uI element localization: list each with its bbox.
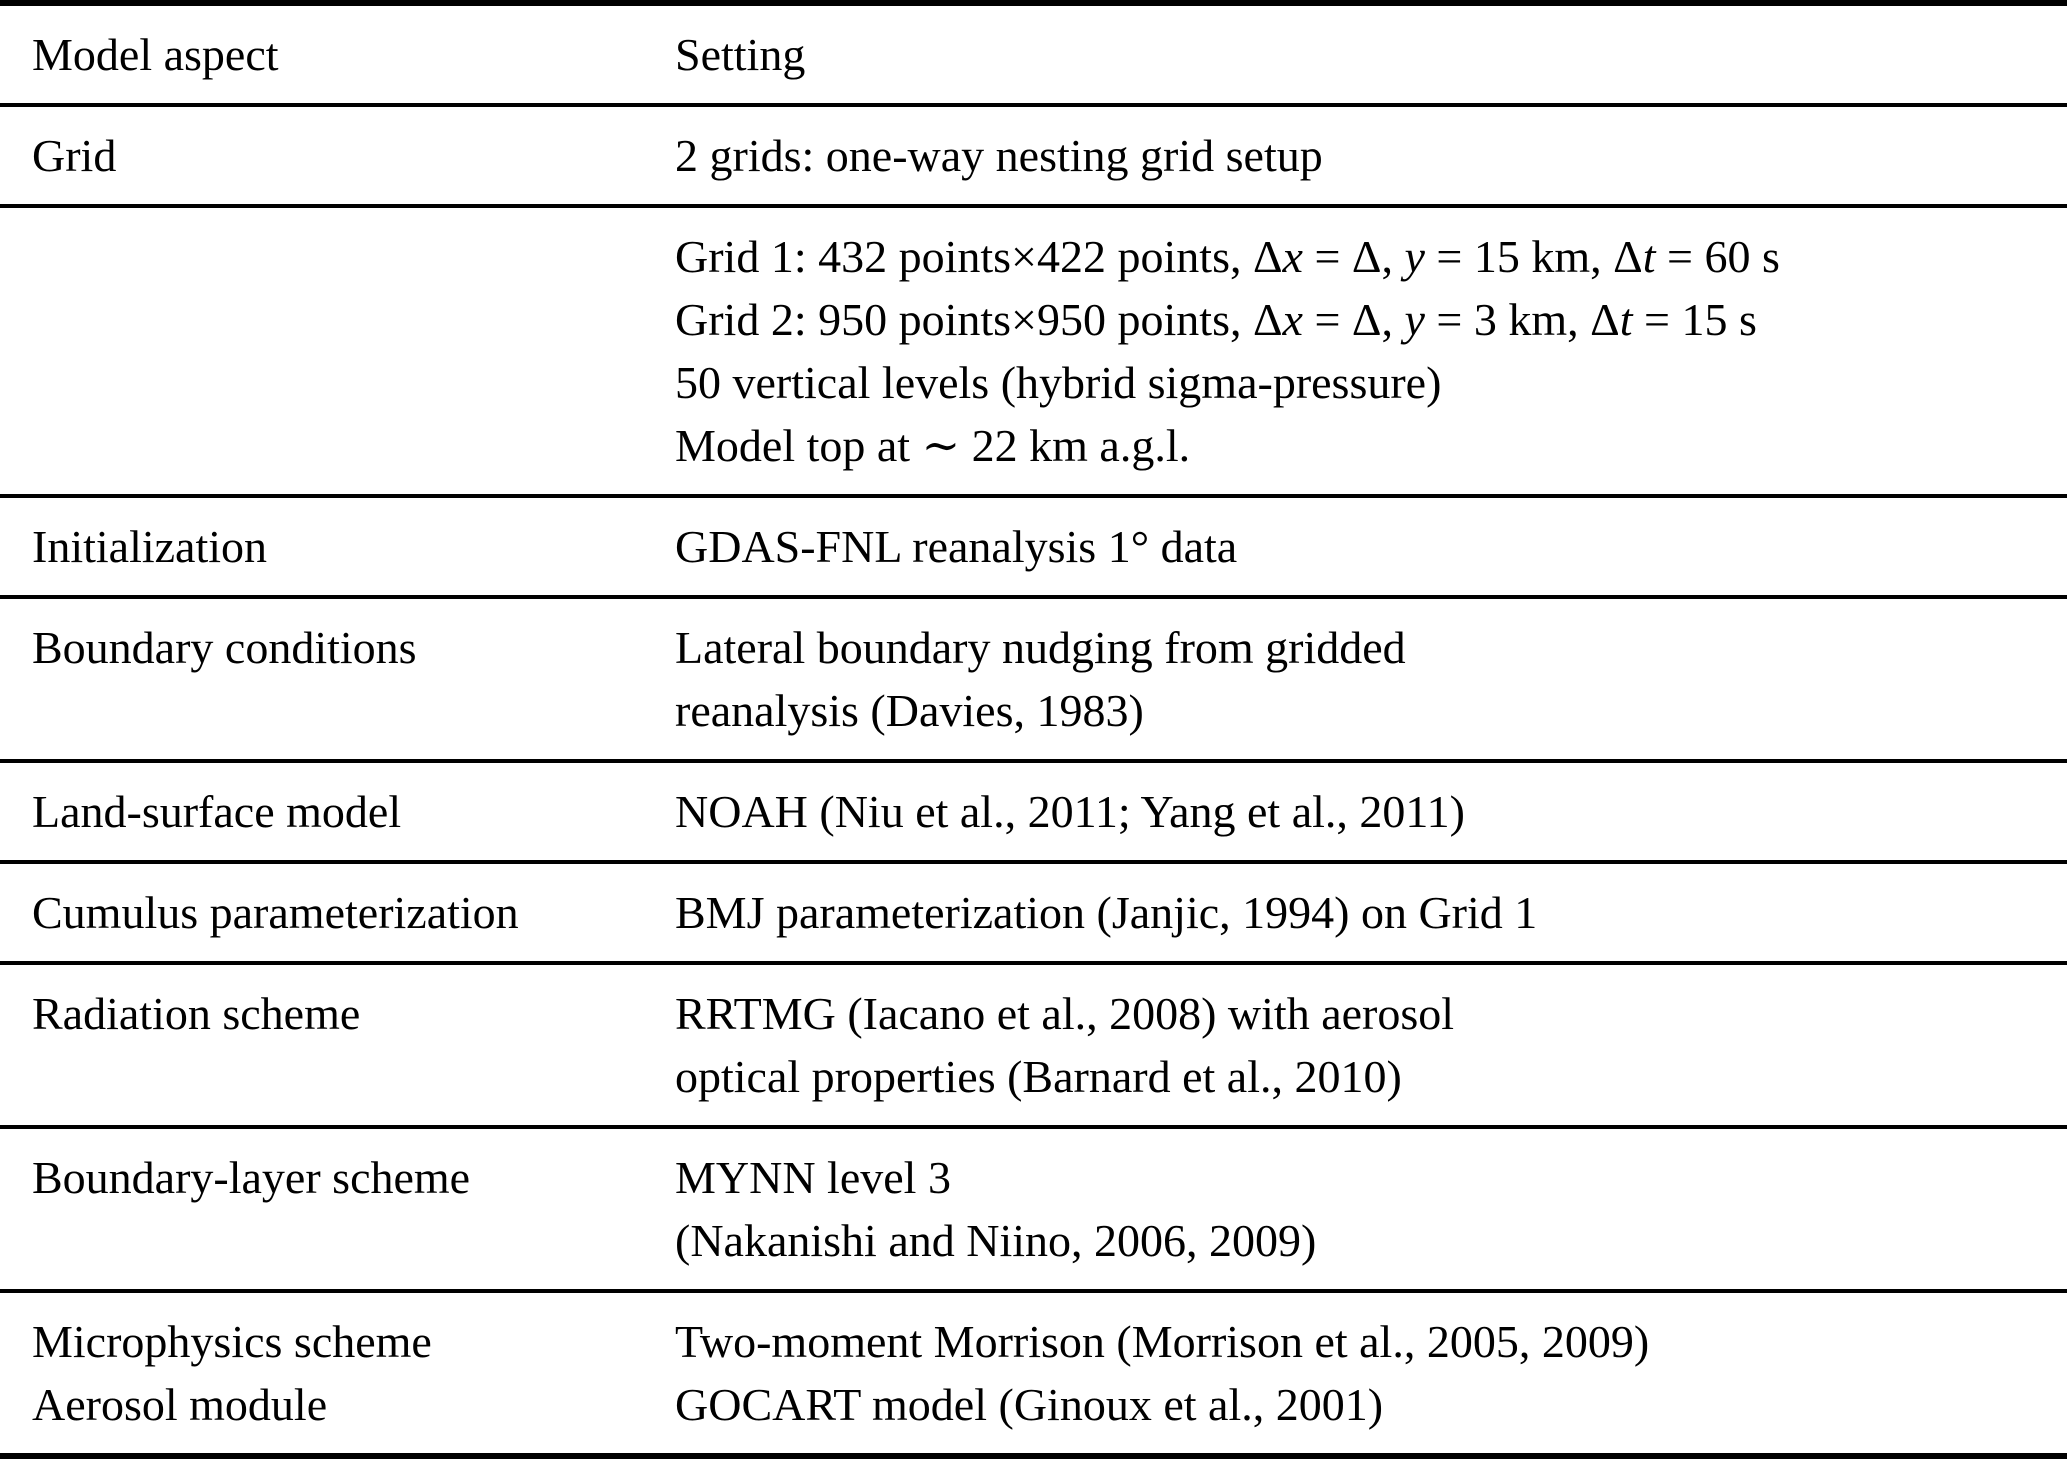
text-run: = 60 s bbox=[1655, 231, 1780, 282]
text-run: Microphysics scheme bbox=[32, 1316, 432, 1367]
text-line: Boundary-layer scheme bbox=[32, 1146, 675, 1209]
table-row: Grid 1: 432 points×422 points, Δx = Δ, y… bbox=[0, 206, 2067, 498]
table-row: Land-surface model NOAH (Niu et al., 2011… bbox=[0, 761, 2067, 864]
text-run: Lateral boundary nudging from gridded bbox=[675, 622, 1406, 673]
text-run: NOAH (Niu et al., 2011; Yang et al., 201… bbox=[675, 786, 1465, 837]
text-run: Two-moment Morrison (Morrison et al., 20… bbox=[675, 1316, 1650, 1367]
text-run: 2 grids: one-way nesting grid setup bbox=[675, 130, 1323, 181]
text-line: Cumulus parameterization bbox=[32, 881, 675, 944]
text-line: Two-moment Morrison (Morrison et al., 20… bbox=[675, 1310, 2067, 1373]
table-header: Model aspect Setting bbox=[0, 3, 2067, 107]
text-run: Boundary-layer scheme bbox=[32, 1152, 471, 1203]
text-run: Cumulus parameterization bbox=[32, 887, 519, 938]
text-line: (Nakanishi and Niino, 2006, 2009) bbox=[675, 1209, 2067, 1272]
text-run: = Δ, bbox=[1302, 294, 1405, 345]
text-run: BMJ parameterization (Janjic, 1994) on G… bbox=[675, 887, 1538, 938]
text-line: GDAS-FNL reanalysis 1° data bbox=[675, 515, 2067, 578]
text-line: NOAH (Niu et al., 2011; Yang et al., 201… bbox=[675, 780, 2067, 843]
table-row: Grid 2 grids: one-way nesting grid setup bbox=[0, 105, 2067, 208]
text-run: = 3 km, Δ bbox=[1424, 294, 1620, 345]
table-row: Cumulus parameterization BMJ parameteriza… bbox=[0, 862, 2067, 965]
table-body: Grid 2 grids: one-way nesting grid setup G… bbox=[0, 105, 2067, 1458]
text-run: x bbox=[1282, 294, 1303, 345]
text-run: y bbox=[1404, 231, 1425, 282]
aspect-cell: Microphysics scheme Aerosol module bbox=[0, 1291, 675, 1458]
text-run: GOCART model (Ginoux et al., 2001) bbox=[675, 1379, 1384, 1430]
text-line: GOCART model (Ginoux et al., 2001) bbox=[675, 1373, 2067, 1436]
column-header-setting: Setting bbox=[675, 3, 2067, 107]
aspect-cell: Boundary-layer scheme bbox=[0, 1127, 675, 1293]
setting-cell: NOAH (Niu et al., 2011; Yang et al., 201… bbox=[675, 761, 2067, 864]
text-run: = Δ, bbox=[1302, 231, 1405, 282]
text-run: t bbox=[1619, 294, 1633, 345]
text-line: Lateral boundary nudging from gridded bbox=[675, 616, 2067, 679]
text-run: t bbox=[1642, 231, 1656, 282]
setting-cell: BMJ parameterization (Janjic, 1994) on G… bbox=[675, 862, 2067, 965]
setting-cell: Grid 1: 432 points×422 points, Δx = Δ, y… bbox=[675, 206, 2067, 498]
text-run: Initialization bbox=[32, 521, 268, 572]
table-row: Boundary-layer scheme MYNN level 3 (Nakani… bbox=[0, 1127, 2067, 1293]
aspect-cell: Grid bbox=[0, 105, 675, 208]
text-run: Land-surface model bbox=[32, 786, 402, 837]
text-run: Boundary conditions bbox=[32, 622, 417, 673]
setting-cell: MYNN level 3 (Nakanishi and Niino, 2006, … bbox=[675, 1127, 2067, 1293]
aspect-cell: Initialization bbox=[0, 496, 675, 599]
setting-cell: Lateral boundary nudging from gridded rea… bbox=[675, 597, 2067, 763]
table-row: Initialization GDAS-FNL reanalysis 1° dat… bbox=[0, 496, 2067, 599]
text-run: Radiation scheme bbox=[32, 988, 361, 1039]
text-run: = 15 km, Δ bbox=[1424, 231, 1643, 282]
text-line: Land-surface model bbox=[32, 780, 675, 843]
text-run: 50 vertical levels (hybrid sigma-pressur… bbox=[675, 357, 1442, 408]
text-run: reanalysis (Davies, 1983) bbox=[675, 685, 1144, 736]
header-row: Model aspect Setting bbox=[0, 3, 2067, 107]
text-line: reanalysis (Davies, 1983) bbox=[675, 679, 2067, 742]
text-run: (Nakanishi and Niino, 2006, 2009) bbox=[675, 1215, 1317, 1266]
text-run: x bbox=[1282, 231, 1303, 282]
table-row: Boundary conditions Lateral boundary nudg… bbox=[0, 597, 2067, 763]
column-header-model-aspect: Model aspect bbox=[0, 3, 675, 107]
text-line: BMJ parameterization (Janjic, 1994) on G… bbox=[675, 881, 2067, 944]
text-line: MYNN level 3 bbox=[675, 1146, 2067, 1209]
setting-cell: Two-moment Morrison (Morrison et al., 20… bbox=[675, 1291, 2067, 1458]
text-line: Grid 1: 432 points×422 points, Δx = Δ, y… bbox=[675, 225, 2067, 288]
text-run: Grid 1: 432 points×422 points, Δ bbox=[675, 231, 1283, 282]
aspect-cell: Radiation scheme bbox=[0, 963, 675, 1129]
text-run: GDAS-FNL reanalysis 1° data bbox=[675, 521, 1238, 572]
text-line: Boundary conditions bbox=[32, 616, 675, 679]
text-run: RRTMG (Iacano et al., 2008) with aerosol bbox=[675, 988, 1455, 1039]
text-line: Grid 2: 950 points×950 points, Δx = Δ, y… bbox=[675, 288, 2067, 351]
table-row: Microphysics scheme Aerosol module Two-mom… bbox=[0, 1291, 2067, 1458]
text-line: 50 vertical levels (hybrid sigma-pressur… bbox=[675, 351, 2067, 414]
text-run: Grid 2: 950 points×950 points, Δ bbox=[675, 294, 1283, 345]
text-line: Radiation scheme bbox=[32, 982, 675, 1045]
text-run: y bbox=[1404, 294, 1425, 345]
text-line: Model top at ∼ 22 km a.g.l. bbox=[675, 414, 2067, 477]
aspect-cell: Land-surface model bbox=[0, 761, 675, 864]
text-run: MYNN level 3 bbox=[675, 1152, 951, 1203]
text-line: Initialization bbox=[32, 515, 675, 578]
text-run: Aerosol module bbox=[32, 1379, 328, 1430]
text-run: Grid bbox=[32, 130, 117, 181]
aspect-cell: Boundary conditions bbox=[0, 597, 675, 763]
aspect-cell: Cumulus parameterization bbox=[0, 862, 675, 965]
aspect-cell bbox=[0, 206, 675, 498]
setting-cell: RRTMG (Iacano et al., 2008) with aerosol… bbox=[675, 963, 2067, 1129]
text-line: Grid bbox=[32, 124, 675, 187]
text-line: optical properties (Barnard et al., 2010… bbox=[675, 1045, 2067, 1108]
text-line: Aerosol module bbox=[32, 1373, 675, 1436]
table-row: Radiation scheme RRTMG (Iacano et al., 20… bbox=[0, 963, 2067, 1129]
text-run: = 15 s bbox=[1632, 294, 1757, 345]
text-line: Microphysics scheme bbox=[32, 1310, 675, 1373]
setting-cell: GDAS-FNL reanalysis 1° data bbox=[675, 496, 2067, 599]
text-run: optical properties (Barnard et al., 2010… bbox=[675, 1051, 1402, 1102]
text-run: Model top at ∼ 22 km a.g.l. bbox=[675, 420, 1191, 471]
setting-cell: 2 grids: one-way nesting grid setup bbox=[675, 105, 2067, 208]
text-line: RRTMG (Iacano et al., 2008) with aerosol bbox=[675, 982, 2067, 1045]
text-line: 2 grids: one-way nesting grid setup bbox=[675, 124, 2067, 187]
